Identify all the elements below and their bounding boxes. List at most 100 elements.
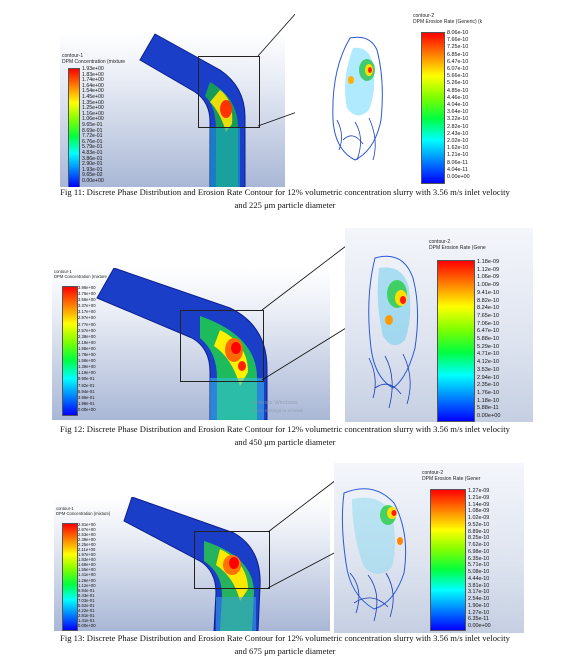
colorbar-tick-label: 4.44e-10 — [468, 575, 490, 582]
fig12-erosion-contour-plot — [368, 255, 419, 409]
colorbar-tick-label: 7.66e-10 — [447, 37, 469, 44]
colorbar-tick-label: 2.39e+00 — [78, 537, 96, 543]
fig13-zoom-rectangle — [194, 531, 270, 589]
colorbar-tick-label: 1.74e+00 — [82, 77, 104, 84]
colorbar-tick-label: 8.25e-10 — [468, 535, 490, 542]
colorbar-tick-label: 4.46e-10 — [447, 94, 469, 101]
colorbar-tick-label: 3.53e-10 — [477, 366, 500, 373]
colorbar-tick-label: 1.62e-10 — [447, 145, 469, 152]
fig11-left-tick-labels: 1.93e+00 1.83e+00 1.74e+00 1.64e+00 1.54e+00… — [82, 66, 104, 184]
fig12-zoom-connector — [261, 245, 347, 381]
colorbar-tick-label: 2.43e-10 — [447, 130, 469, 137]
colorbar-tick-label: 1.27e-10 — [468, 609, 490, 616]
colorbar-tick-label: 1.58e+00 — [78, 358, 96, 364]
colorbar-tick-label: 5.79e-01 — [82, 144, 103, 151]
colorbar-tick-label: 0.00e+00 — [447, 174, 470, 181]
colorbar-tick-label: 3.17e-10 — [468, 589, 490, 596]
colorbar-tick-label: 1.78e+00 — [78, 352, 96, 358]
colorbar-tick-label: 8.06e-10 — [447, 30, 469, 36]
fig11-erosion-contour-plot — [332, 36, 383, 161]
fig12-left-tick-labels: 3.96e+00 3.76e+00 3.56e+00 3.37e+00 3.17e+00… — [78, 285, 96, 413]
fig11-right-colorbar — [421, 32, 445, 184]
colorbar-tick-label: 1.19e+00 — [78, 370, 96, 376]
colorbar-tick-label: 1.83e+00 — [78, 557, 96, 563]
fig12-caption: Fig 12: Discrete Phase Distribution and … — [60, 424, 510, 447]
colorbar-tick-label: 6.07e-10 — [447, 66, 469, 73]
colorbar-tick-label: 1.69e+00 — [78, 562, 96, 568]
colorbar-tick-label: 2.57e+00 — [78, 327, 96, 333]
colorbar-tick-label: 2.81e+00 — [78, 522, 96, 527]
colorbar-tick-label: 6.98e-10 — [468, 548, 490, 555]
colorbar-tick-label: 9.41e-10 — [477, 289, 500, 296]
colorbar-tick-label: 8.82e-10 — [477, 297, 500, 304]
colorbar-tick-label: 6.47e-10 — [447, 58, 469, 65]
fig12-erosion-panel: contour-2 DPM Erosion Rate (Gene 1.18e-0… — [345, 228, 533, 422]
colorbar-tick-label: 1.27e-09 — [468, 488, 490, 494]
colorbar-tick-label: 8.89e-10 — [468, 528, 490, 535]
colorbar-tick-label: 2.02e-10 — [447, 138, 469, 145]
colorbar-tick-label: 5.08e-10 — [468, 569, 490, 575]
colorbar-tick-label: 9.84e-01 — [78, 587, 95, 593]
fig13-erosion-panel: contour-2 DPM Erosion Rate (Gener 1.27e-… — [334, 463, 524, 633]
fig12-pipe-geometry — [96, 268, 268, 420]
colorbar-tick-label: 0.00e+00 — [78, 622, 96, 628]
colorbar-tick-label: 3.81e-10 — [468, 582, 490, 589]
colorbar-tick-label: 6.35e-11 — [468, 616, 489, 623]
fig12-left-colorbar — [62, 286, 78, 416]
colorbar-tick-label: 1.76e-10 — [477, 389, 500, 396]
colorbar-tick-label: 1.25e+00 — [82, 105, 104, 112]
fig13-left-contour-title: contour-1 DPM Concentration (mixture) — [56, 506, 111, 516]
colorbar-tick-label: 1.16e+00 — [82, 110, 104, 117]
colorbar-tick-label: 2.81e-01 — [78, 612, 95, 618]
colorbar-tick-label: 7.62e-10 — [468, 542, 490, 548]
fig12-zoom-rectangle — [180, 310, 264, 382]
fig13-caption: Fig 13: Discrete Phase Distribution and … — [60, 633, 510, 656]
colorbar-tick-label: 1.93e-01 — [82, 166, 103, 173]
fig13-right-colorbar — [430, 489, 466, 631]
colorbar-tick-label: 1.97e+00 — [78, 552, 96, 558]
colorbar-tick-label: 1.02e-09 — [468, 515, 490, 521]
colorbar-tick-label: 4.04e-10 — [447, 102, 469, 109]
colorbar-tick-label: 2.35e-10 — [477, 382, 500, 389]
colorbar-tick-label: 1.90e-10 — [468, 602, 490, 609]
fig11-left-contour-title: contour-1 DPM Concentration (mixture — [62, 53, 126, 65]
colorbar-tick-label: 2.53e+00 — [78, 532, 96, 538]
colorbar-tick-label: 8.43e-01 — [78, 592, 95, 598]
fig13-concentration-panel: contour-1 DPM Concentration (mixture) 2.… — [54, 497, 330, 631]
colorbar-tick-label: 1.18e-10 — [477, 397, 500, 404]
fig13-zoom-connector — [267, 479, 337, 589]
fig11-zoom-connector — [257, 11, 298, 127]
colorbar-tick-label: 2.11e+00 — [78, 547, 96, 553]
colorbar-tick-label: 2.38e+00 — [78, 333, 96, 339]
fig13-left-colorbar — [62, 523, 78, 631]
colorbar-tick-label: 4.71e-10 — [477, 351, 500, 358]
colorbar-tick-label: 1.21e-10 — [447, 152, 469, 159]
colorbar-tick-label: 3.37e+00 — [78, 303, 96, 309]
colorbar-tick-label: 7.03e-01 — [78, 597, 95, 603]
fig12-left-contour-title: contour-1 DPM Concentration (mixture — [54, 269, 107, 279]
colorbar-tick-label: 2.97e+00 — [78, 315, 96, 321]
colorbar-tick-label: 1.98e-01 — [78, 400, 95, 406]
colorbar-tick-label: 0.00e+00 — [477, 413, 501, 420]
colorbar-tick-label: 3.64e-10 — [447, 109, 469, 116]
colorbar-tick-label: 3.76e+00 — [78, 291, 96, 297]
colorbar-tick-label: 6.47e-10 — [477, 328, 500, 335]
colorbar-tick-label: 5.71e-10 — [468, 562, 490, 569]
colorbar-tick-label: 8.24e-10 — [477, 305, 500, 312]
colorbar-tick-label: 6.85e-10 — [447, 51, 469, 58]
fig13-right-tick-labels: 1.27e-09 1.21e-09 1.14e-09 1.08e-09 1.02e-09… — [468, 488, 491, 630]
colorbar-tick-label: 1.18e-09 — [477, 259, 500, 265]
colorbar-tick-label: 2.54e-10 — [468, 596, 490, 602]
fig11-concentration-panel: contour-1 DPM Concentration (mixture 1.9… — [60, 32, 285, 187]
colorbar-tick-label: 1.00e-09 — [477, 282, 500, 289]
colorbar-tick-label: 1.21e-09 — [468, 494, 490, 501]
fig13-right-contour-title: contour-2 DPM Erosion Rate (Gener — [422, 470, 481, 482]
colorbar-tick-label: 1.14e-09 — [468, 501, 490, 508]
fig13-left-tick-labels: 2.81e+00 2.67e+00 2.53e+00 2.39e+00 2.25e+00… — [78, 522, 96, 628]
colorbar-tick-label: 8.69e-01 — [82, 127, 103, 134]
colorbar-tick-label: 1.93e+00 — [82, 66, 104, 72]
colorbar-tick-label: 2.67e+00 — [78, 527, 96, 533]
colorbar-tick-label: 7.06e-10 — [477, 320, 500, 327]
colorbar-tick-label: 5.66e-10 — [447, 73, 469, 80]
colorbar-tick-label: 1.83e+00 — [82, 71, 104, 78]
